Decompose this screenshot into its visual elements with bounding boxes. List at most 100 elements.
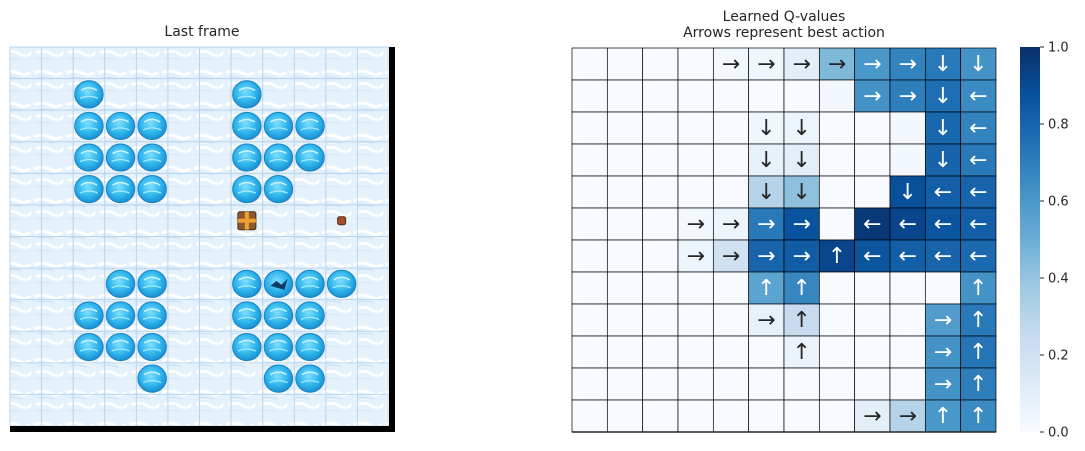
- ice-hole-highlight: [300, 380, 320, 384]
- best-action-arrow: ↓: [934, 148, 952, 173]
- colorbar: 0.0 0.2 0.4 0.6 0.8 1.0: [1020, 41, 1069, 441]
- ice-hole: [263, 143, 294, 172]
- best-action-arrow: →: [757, 212, 775, 237]
- heatmap-cell: [854, 207, 891, 241]
- heatmap-cell: [960, 143, 997, 177]
- heatmap-cell: [818, 79, 856, 113]
- ice-hole-highlight: [80, 339, 98, 344]
- heatmap-cell: [818, 47, 856, 81]
- best-action-arrow: ←: [969, 212, 987, 237]
- heatmap-cell: [854, 399, 891, 433]
- ice-hole-highlight: [301, 308, 319, 313]
- ice-hole: [232, 175, 262, 204]
- colorbar-tick-label: 0.8: [1048, 118, 1069, 133]
- best-action-arrow: ←: [969, 116, 987, 141]
- heatmap-cell: [818, 239, 856, 273]
- heatmap-cell: [854, 79, 891, 113]
- ice-hole-highlight: [237, 316, 257, 321]
- ice-hole-highlight: [270, 181, 287, 186]
- heatmap-cell: [854, 239, 891, 273]
- best-action-arrow: ↓: [934, 84, 952, 109]
- heatmap-cell: [642, 271, 679, 305]
- best-action-arrow: ←: [969, 84, 987, 109]
- ice-hole-highlight: [79, 95, 99, 99]
- heatmap-cell: [677, 367, 714, 401]
- heatmap-cell: [924, 271, 962, 305]
- heatmap-cell: [889, 175, 926, 209]
- ice-hole-highlight: [143, 308, 161, 313]
- best-action-arrow: ↑: [969, 340, 987, 365]
- heatmap-cell: [924, 175, 962, 209]
- heatmap-cell: [642, 175, 679, 209]
- heatmap-cell: [571, 303, 608, 337]
- ice-hole: [263, 364, 294, 393]
- heatmap-cell: [960, 399, 997, 433]
- ice-hole: [105, 143, 136, 172]
- heatmap-cell: [960, 239, 997, 273]
- heatmap-cell: [854, 303, 891, 337]
- best-action-arrow: ←: [863, 244, 881, 269]
- colorbar-tick-label: 0.0: [1048, 426, 1069, 441]
- best-action-arrow: →: [722, 52, 740, 77]
- heatmap-cell: [783, 79, 820, 113]
- heatmap-cell: [571, 111, 608, 145]
- ice-hole-highlight: [300, 348, 320, 352]
- last-frame-title: Last frame: [164, 24, 240, 40]
- ice-hole-highlight: [112, 339, 129, 344]
- heatmap-cell: [783, 207, 820, 241]
- heatmap-cell: [571, 175, 608, 209]
- heatmap-cell: [642, 143, 679, 177]
- heatmap-cell: [748, 207, 785, 241]
- best-action-arrow: ←: [969, 180, 987, 205]
- heatmap-cell: [748, 143, 785, 177]
- ice-hole-highlight: [112, 118, 129, 123]
- heatmap-cell: [642, 111, 679, 145]
- ice-hole-highlight: [143, 339, 161, 344]
- ice-hole-highlight: [300, 127, 320, 131]
- heatmap-cell: [924, 303, 962, 337]
- ice-hole-highlight: [111, 190, 130, 194]
- ice-hole: [263, 175, 294, 204]
- best-action-arrow: ↑: [969, 404, 987, 429]
- heatmap-cell: [818, 143, 856, 177]
- heatmap-cell: [606, 399, 644, 433]
- heatmap-cell: [783, 239, 820, 273]
- best-action-arrow: →: [757, 244, 775, 269]
- ice-hole-highlight: [142, 316, 162, 321]
- ice-hole: [295, 143, 325, 172]
- heatmap-cell: [889, 335, 926, 369]
- ice-hole: [137, 332, 167, 362]
- heatmap-cell: [712, 143, 750, 177]
- heatmap-cell: [818, 271, 856, 305]
- best-action-arrow: →: [792, 52, 810, 77]
- ice-hole-highlight: [142, 190, 162, 194]
- best-action-arrow: →: [757, 52, 775, 77]
- heatmap-cell: [854, 335, 891, 369]
- heatmap-cell: [889, 239, 926, 273]
- best-action-arrow: →: [686, 212, 704, 237]
- ice-hole-highlight: [143, 118, 161, 123]
- heatmap-cell: [889, 47, 926, 81]
- ice-hole: [137, 269, 167, 298]
- ice-hole-highlight: [143, 181, 161, 186]
- heatmap-cell: [960, 303, 997, 337]
- ice-hole-highlight: [300, 316, 320, 321]
- best-action-arrow: ↓: [757, 180, 775, 205]
- ice-hole-highlight: [238, 181, 256, 186]
- heatmap-cell: [677, 239, 714, 273]
- ice-hole-highlight: [270, 308, 287, 313]
- heatmap-cell: [606, 79, 644, 113]
- heatmap-cell: [677, 79, 714, 113]
- q-values-title: Learned Q-values: [722, 9, 846, 25]
- best-action-arrow: ↑: [969, 308, 987, 333]
- ice-hole-highlight: [270, 371, 287, 376]
- heatmap-cell: [818, 399, 856, 433]
- heatmap-cell: [606, 303, 644, 337]
- heatmap-cell: [571, 367, 608, 401]
- ice-hole: [105, 301, 136, 330]
- ice-hole: [232, 332, 262, 362]
- best-action-arrow: ←: [969, 244, 987, 269]
- ice-hole-highlight: [79, 127, 99, 131]
- ice-hole-highlight: [112, 150, 129, 155]
